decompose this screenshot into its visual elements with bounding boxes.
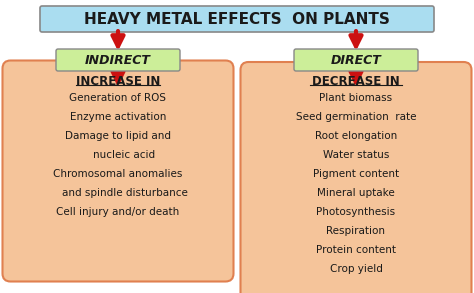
Text: HEAVY METAL EFFECTS  ON PLANTS: HEAVY METAL EFFECTS ON PLANTS	[84, 11, 390, 26]
Text: Plant biomass: Plant biomass	[319, 93, 392, 103]
Text: and spindle disturbance: and spindle disturbance	[48, 188, 187, 198]
Text: Water status: Water status	[323, 150, 389, 160]
FancyBboxPatch shape	[2, 60, 234, 282]
Text: Generation of ROS: Generation of ROS	[70, 93, 166, 103]
Text: Root elongation: Root elongation	[315, 131, 397, 141]
Text: Respiration: Respiration	[327, 226, 385, 236]
Text: Mineral uptake: Mineral uptake	[317, 188, 395, 198]
Text: Crop yield: Crop yield	[329, 264, 383, 274]
Text: Protein content: Protein content	[316, 245, 396, 255]
Text: INCREASE IN: INCREASE IN	[76, 75, 160, 88]
FancyBboxPatch shape	[56, 49, 180, 71]
Text: Photosynthesis: Photosynthesis	[317, 207, 396, 217]
Text: DECREASE IN: DECREASE IN	[312, 75, 400, 88]
FancyBboxPatch shape	[294, 49, 418, 71]
FancyBboxPatch shape	[240, 62, 472, 293]
Text: Chromosomal anomalies: Chromosomal anomalies	[53, 169, 182, 179]
Text: INDIRECT: INDIRECT	[85, 54, 151, 67]
Text: Pigment content: Pigment content	[313, 169, 399, 179]
Text: Seed germination  rate: Seed germination rate	[296, 112, 416, 122]
Text: DIRECT: DIRECT	[331, 54, 382, 67]
Text: Cell injury and/or death: Cell injury and/or death	[56, 207, 180, 217]
Text: Damage to lipid and: Damage to lipid and	[65, 131, 171, 141]
FancyBboxPatch shape	[40, 6, 434, 32]
Text: Enzyme activation: Enzyme activation	[70, 112, 166, 122]
Text: nucleic acid: nucleic acid	[81, 150, 155, 160]
